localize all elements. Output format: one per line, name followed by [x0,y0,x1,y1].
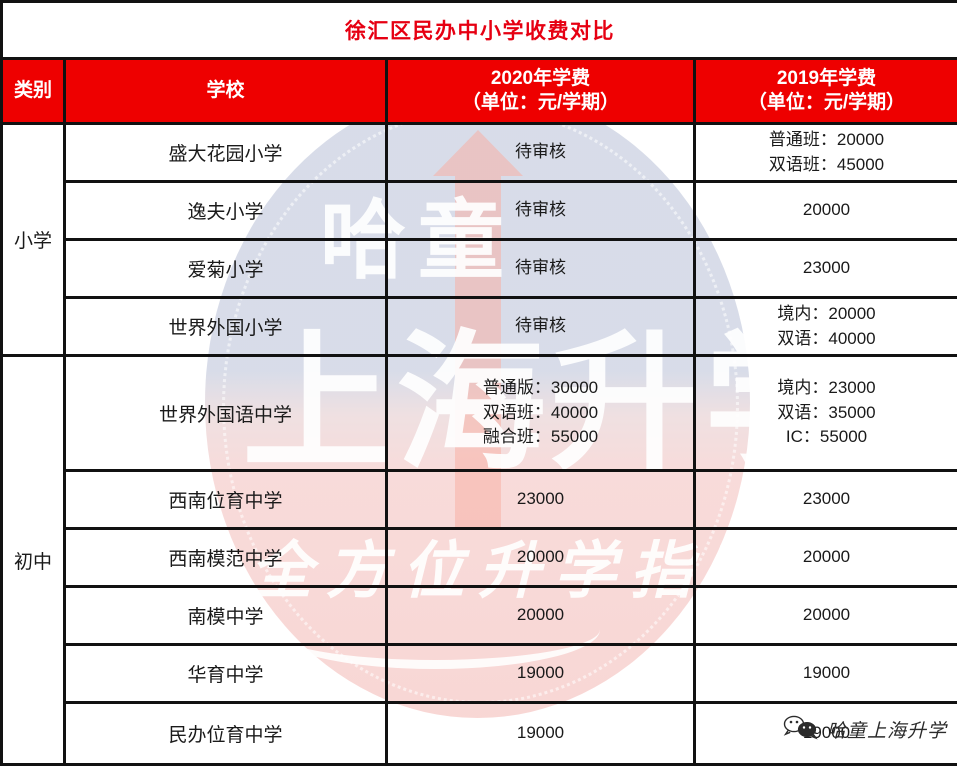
school-name-cell: 华育中学 [63,643,388,704]
fee-line: 20000 [802,605,851,625]
fee-line: IC：55000 [785,427,868,447]
column-header-fee-2020-line2: （单位：元/学期） [461,92,620,113]
column-header-school-label: 学校 [206,80,245,102]
table-row: 西南位育中学 23000 23000 [2,469,957,530]
fee-line: 待审核 [515,200,566,220]
school-name-cell: 逸夫小学 [63,180,388,241]
school-name-cell: 爱菊小学 [63,238,388,299]
school-name-cell: 南模中学 [63,585,388,646]
fee-line: 融合班：55000 [482,427,599,447]
fee-2020-cell: 待审核 [385,296,696,357]
fee-2019-cell: 20000 [693,527,957,588]
category-cell-primary: 小学 [0,122,66,357]
fee-2020-cell: 普通版：30000 双语班：40000 融合班：55000 [385,354,696,472]
fee-line: 普通版：30000 [482,378,599,398]
table-row: 华育中学 19000 19000 [2,643,957,704]
category-cell-middle: 初中 [0,354,66,766]
fee-2020-cell: 19000 [385,643,696,704]
column-header-fee-2019: 2019年学费 （单位：元/学期） [693,57,957,125]
fee-line: 19000 [802,723,851,743]
school-name-cell: 西南模范中学 [63,527,388,588]
fee-line: 双语：35000 [777,402,876,422]
fee-2019-cell: 普通班：20000 双语班：45000 [693,122,957,183]
table-title-cell: 徐汇区民办中小学收费对比 [0,0,957,60]
table-row: 民办位育中学 19000 19000 [2,701,957,766]
fee-2019-cell: 23000 [693,238,957,299]
fee-line: 19000 [802,663,851,683]
fee-2020-cell: 待审核 [385,238,696,299]
table-row: 世界外国小学 待审核 境内：20000 双语：40000 [2,296,957,357]
fee-2019-cell: 19000 [693,643,957,704]
fee-line: 境内：23000 [777,378,876,398]
column-header-category-label: 类别 [13,80,52,102]
fee-line: 23000 [516,489,565,509]
fee-line: 20000 [516,547,565,567]
table-row: 西南模范中学 20000 20000 [2,527,957,588]
fee-2020-cell: 20000 [385,585,696,646]
fee-2020-cell: 19000 [385,701,696,766]
fee-line: 19000 [516,723,565,743]
fee-2019-cell: 境内：23000 双语：35000 IC：55000 [693,354,957,472]
fee-line: 待审核 [515,316,566,336]
fee-line: 23000 [802,258,851,278]
fee-line: 双语：40000 [777,328,876,348]
page-title: 徐汇区民办中小学收费对比 [345,20,615,43]
fee-2019-cell: 23000 [693,469,957,530]
table-row: 小学 盛大花园小学 待审核 普通班：20000 双语班：45000 [0,122,957,357]
fee-2020-cell: 待审核 [385,122,696,183]
fee-line: 双语班：40000 [482,402,599,422]
table-title-row: 徐汇区民办中小学收费对比 [0,0,957,60]
fee-line: 境内：20000 [777,303,876,323]
fee-2019-cell: 20000 [693,180,957,241]
table-row: 爱菊小学 待审核 23000 [2,238,957,299]
fee-line: 20000 [802,200,851,220]
fee-2020-cell: 20000 [385,527,696,588]
table-row: 初中 世界外国语中学 普通版：30000 双语班：40000 融合班：55000… [0,354,957,766]
fee-line: 双语班：45000 [768,154,885,174]
school-name-cell: 世界外国语中学 [63,354,388,472]
fee-line: 23000 [802,489,851,509]
fee-line: 20000 [802,547,851,567]
fee-2019-cell: 19000 [693,701,957,766]
column-header-fee-2020-line1: 2020年学费 [490,68,591,90]
fee-line: 20000 [516,605,565,625]
fee-2019-cell: 20000 [693,585,957,646]
column-header-fee-2019-line1: 2019年学费 [776,68,877,90]
table-row: 南模中学 20000 20000 [2,585,957,646]
column-header-category: 类别 [0,57,66,125]
fee-2020-cell: 待审核 [385,180,696,241]
table-header-row: 类别 学校 2020年学费 （单位：元/学期） 2019年学费 （单位：元/学期… [0,57,957,125]
school-name-cell: 世界外国小学 [63,296,388,357]
column-header-fee-2020: 2020年学费 （单位：元/学期） [385,57,696,125]
fee-2019-cell: 境内：20000 双语：40000 [693,296,957,357]
school-name-cell: 民办位育中学 [63,701,388,766]
column-header-school: 学校 [63,57,388,125]
fee-line: 普通班：20000 [768,129,885,149]
fee-2020-cell: 23000 [385,469,696,530]
school-name-cell: 西南位育中学 [63,469,388,530]
column-header-fee-2019-line2: （单位：元/学期） [747,92,906,113]
table-row: 逸夫小学 待审核 20000 [2,180,957,241]
fee-line: 19000 [516,663,565,683]
fee-line: 待审核 [515,258,566,278]
fee-line: 待审核 [515,142,566,162]
school-name-cell: 盛大花园小学 [63,122,388,183]
